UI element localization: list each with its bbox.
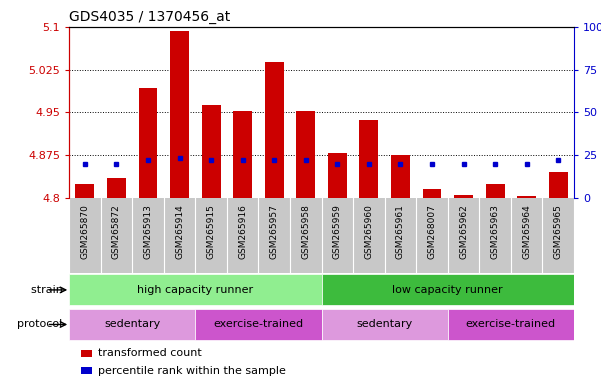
Text: protocol: protocol (17, 319, 66, 329)
Bar (107, 178, 126, 198)
Bar (549, 172, 567, 198)
Bar (448, 309, 574, 340)
Text: GSM265962: GSM265962 (459, 204, 468, 258)
Text: percentile rank within the sample: percentile rank within the sample (98, 366, 286, 376)
Bar (69, 309, 195, 340)
Bar (233, 111, 252, 198)
Text: GSM265916: GSM265916 (238, 204, 247, 259)
Text: low capacity runner: low capacity runner (392, 285, 503, 295)
Bar (486, 184, 504, 198)
Bar (322, 309, 448, 340)
Bar (454, 195, 473, 198)
Text: sedentary: sedentary (104, 319, 160, 329)
Bar (139, 88, 157, 198)
Text: GSM265959: GSM265959 (333, 204, 342, 259)
Bar (359, 120, 379, 198)
Text: GSM265914: GSM265914 (175, 204, 184, 258)
Bar (328, 153, 347, 198)
Text: strain: strain (31, 285, 66, 295)
Text: high capacity runner: high capacity runner (137, 285, 254, 295)
Text: GSM265963: GSM265963 (490, 204, 499, 259)
Bar (296, 111, 315, 198)
Bar (201, 105, 221, 198)
Text: exercise-trained: exercise-trained (466, 319, 556, 329)
Text: exercise-trained: exercise-trained (213, 319, 304, 329)
Text: GSM265960: GSM265960 (364, 204, 373, 259)
Bar (423, 189, 441, 198)
Text: GSM265964: GSM265964 (522, 204, 531, 258)
Bar (322, 274, 574, 306)
Text: GDS4035 / 1370456_at: GDS4035 / 1370456_at (69, 10, 230, 25)
Text: GSM265872: GSM265872 (112, 204, 121, 258)
Text: GSM265965: GSM265965 (554, 204, 563, 259)
Text: sedentary: sedentary (356, 319, 413, 329)
Text: GSM265957: GSM265957 (270, 204, 279, 259)
Text: GSM265961: GSM265961 (396, 204, 405, 259)
Bar (391, 155, 410, 198)
Bar (76, 184, 94, 198)
Bar (264, 62, 284, 198)
Text: GSM265915: GSM265915 (207, 204, 216, 259)
Bar (69, 274, 322, 306)
Text: transformed count: transformed count (98, 348, 202, 358)
Text: GSM265870: GSM265870 (81, 204, 90, 259)
Bar (195, 309, 322, 340)
Bar (170, 31, 189, 198)
Text: GSM265913: GSM265913 (144, 204, 153, 259)
Bar (517, 196, 536, 198)
Text: GSM265958: GSM265958 (301, 204, 310, 259)
Text: GSM268007: GSM268007 (427, 204, 436, 259)
